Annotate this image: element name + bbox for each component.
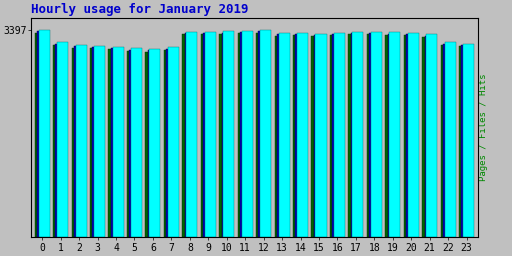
Bar bbox=[277, 34, 279, 237]
Bar bbox=[72, 48, 74, 237]
Bar bbox=[205, 32, 216, 237]
Bar bbox=[274, 36, 277, 237]
Bar bbox=[111, 48, 113, 237]
Bar bbox=[76, 45, 87, 237]
Bar bbox=[164, 50, 166, 237]
Bar bbox=[315, 34, 327, 237]
Bar bbox=[127, 51, 130, 237]
Bar bbox=[92, 47, 94, 237]
Bar bbox=[351, 33, 352, 237]
Bar bbox=[74, 46, 76, 237]
Bar bbox=[443, 44, 444, 237]
Bar bbox=[130, 50, 131, 237]
Bar bbox=[223, 31, 234, 237]
Bar bbox=[463, 44, 474, 237]
Bar bbox=[185, 33, 186, 237]
Bar bbox=[348, 34, 351, 237]
Bar bbox=[459, 46, 461, 237]
Bar bbox=[203, 33, 205, 237]
Bar bbox=[222, 33, 223, 237]
Bar bbox=[242, 31, 253, 237]
Bar bbox=[426, 34, 437, 237]
Bar bbox=[37, 31, 39, 237]
Bar bbox=[57, 42, 68, 237]
Bar bbox=[109, 49, 111, 237]
Bar bbox=[369, 33, 371, 237]
Bar bbox=[279, 33, 290, 237]
Bar bbox=[260, 30, 271, 237]
Bar bbox=[238, 33, 240, 237]
Bar bbox=[256, 33, 259, 237]
Bar bbox=[297, 33, 308, 237]
Bar bbox=[293, 35, 295, 237]
Y-axis label: Pages / Files / Hits: Pages / Files / Hits bbox=[479, 73, 488, 181]
Bar bbox=[330, 35, 332, 237]
Bar bbox=[94, 46, 105, 237]
Bar bbox=[440, 45, 443, 237]
Bar bbox=[332, 34, 334, 237]
Bar bbox=[295, 34, 297, 237]
Bar bbox=[461, 45, 463, 237]
Bar bbox=[371, 32, 382, 237]
Bar bbox=[408, 33, 419, 237]
Bar bbox=[168, 47, 179, 237]
Bar bbox=[334, 33, 345, 237]
Bar bbox=[259, 31, 260, 237]
Bar bbox=[148, 50, 150, 237]
Bar bbox=[424, 36, 426, 237]
Bar bbox=[182, 34, 185, 237]
Bar bbox=[145, 51, 148, 237]
Bar bbox=[385, 35, 388, 237]
Bar bbox=[406, 34, 408, 237]
Bar bbox=[166, 49, 168, 237]
Bar bbox=[352, 32, 364, 237]
Bar bbox=[388, 34, 389, 237]
Bar bbox=[389, 32, 400, 237]
Bar bbox=[444, 42, 456, 237]
Bar bbox=[150, 49, 160, 237]
Bar bbox=[403, 35, 406, 237]
Bar bbox=[422, 37, 424, 237]
Bar bbox=[311, 36, 314, 237]
Bar bbox=[314, 35, 315, 237]
Bar bbox=[55, 44, 57, 237]
Bar bbox=[35, 33, 37, 237]
Text: Hourly usage for January 2019: Hourly usage for January 2019 bbox=[31, 4, 249, 16]
Bar bbox=[131, 48, 142, 237]
Bar bbox=[367, 34, 369, 237]
Bar bbox=[39, 30, 50, 237]
Bar bbox=[186, 32, 198, 237]
Bar bbox=[219, 34, 222, 237]
Bar bbox=[90, 48, 92, 237]
Bar bbox=[201, 34, 203, 237]
Bar bbox=[240, 32, 242, 237]
Bar bbox=[53, 45, 55, 237]
Bar bbox=[113, 47, 123, 237]
